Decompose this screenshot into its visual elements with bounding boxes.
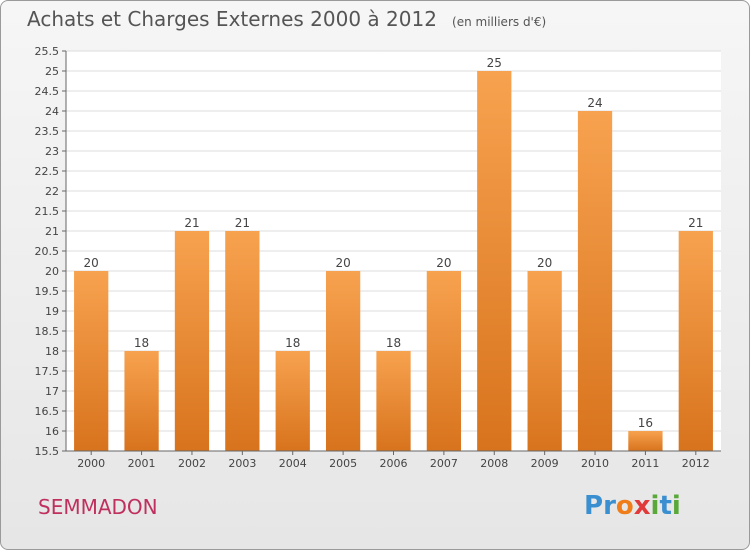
- data-label-2011: 16: [638, 416, 653, 430]
- y-tick-label: 25.5: [35, 45, 60, 58]
- chart-subtitle: (en milliers d'€): [452, 15, 547, 29]
- logo-letter: x: [633, 491, 651, 521]
- y-tick-label: 16: [45, 425, 59, 438]
- y-tick-label: 22: [45, 185, 59, 198]
- y-tick-label: 23: [45, 145, 59, 158]
- bar-2010: [577, 111, 613, 451]
- bar-2001: [124, 351, 159, 451]
- commune-name: SEMMADON: [38, 495, 158, 519]
- data-label-2002: 21: [184, 216, 199, 230]
- y-tick-label: 20: [45, 265, 59, 278]
- x-tick-label: 2006: [380, 457, 408, 470]
- data-label-2010: 24: [587, 96, 602, 110]
- logo-letter: o: [615, 491, 634, 521]
- bar-2008: [477, 71, 512, 451]
- x-tick-label: 2007: [430, 457, 458, 470]
- y-tick-label: 25: [45, 65, 59, 78]
- data-label-2012: 21: [688, 216, 703, 230]
- x-tick-label: 2003: [228, 457, 256, 470]
- y-tick-label: 21: [45, 225, 59, 238]
- data-label-2009: 20: [537, 256, 552, 270]
- data-label-2000: 20: [84, 256, 99, 270]
- data-label-2001: 18: [134, 336, 149, 350]
- data-label-2007: 20: [436, 256, 451, 270]
- logo-letter: r: [603, 491, 616, 521]
- data-label-2005: 20: [335, 256, 350, 270]
- y-tick-label: 20.5: [35, 245, 60, 258]
- y-tick-label: 15.5: [35, 445, 60, 458]
- data-label-2004: 18: [285, 336, 300, 350]
- data-label-2008: 25: [487, 56, 502, 70]
- title-row: Achats et Charges Externes 2000 à 2012 (…: [27, 7, 546, 31]
- x-tick-label: 2010: [581, 457, 609, 470]
- y-tick-label: 17.5: [35, 365, 60, 378]
- bar-2012: [678, 231, 713, 451]
- y-tick-label: 23.5: [35, 125, 60, 138]
- x-tick-label: 2012: [682, 457, 710, 470]
- y-tick-label: 19.5: [35, 285, 60, 298]
- x-tick-label: 2000: [77, 457, 105, 470]
- data-label-2006: 18: [386, 336, 401, 350]
- x-tick-label: 2004: [279, 457, 307, 470]
- data-label-2003: 21: [235, 216, 250, 230]
- y-tick-label: 19: [45, 305, 59, 318]
- x-tick-label: 2011: [631, 457, 659, 470]
- x-tick-label: 2001: [128, 457, 156, 470]
- bar-2000: [74, 271, 109, 451]
- y-tick-label: 17: [45, 385, 59, 398]
- proxiti-logo: Proxiti: [584, 491, 681, 521]
- bar-2002: [174, 231, 210, 451]
- x-tick-label: 2005: [329, 457, 357, 470]
- x-tick-label: 2009: [531, 457, 559, 470]
- logo-letter: i: [671, 491, 681, 521]
- y-tick-label: 22.5: [35, 165, 60, 178]
- chart-title: Achats et Charges Externes 2000 à 2012: [27, 7, 437, 31]
- y-tick-label: 21.5: [35, 205, 60, 218]
- y-tick-label: 16.5: [35, 405, 60, 418]
- x-tick-label: 2002: [178, 457, 206, 470]
- bar-2006: [376, 351, 411, 451]
- bar-2007: [426, 271, 462, 451]
- bar-2003: [225, 231, 260, 451]
- logo-letter: t: [659, 491, 672, 521]
- bar-2005: [325, 271, 361, 451]
- y-tick-label: 24.5: [35, 85, 60, 98]
- logo-letter: P: [584, 491, 604, 521]
- bar-2004: [275, 351, 310, 451]
- y-tick-label: 18.5: [35, 325, 60, 338]
- bar-2009: [527, 271, 562, 451]
- x-tick-label: 2008: [480, 457, 508, 470]
- logo-letter: i: [650, 491, 660, 521]
- y-tick-label: 18: [45, 345, 59, 358]
- y-tick-label: 24: [45, 105, 59, 118]
- bar-2011: [628, 431, 663, 451]
